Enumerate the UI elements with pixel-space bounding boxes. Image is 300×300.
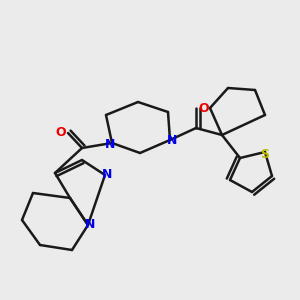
Text: N: N <box>105 137 115 151</box>
Text: S: S <box>260 148 269 160</box>
Text: O: O <box>199 101 209 115</box>
Text: N: N <box>85 218 95 232</box>
Text: N: N <box>102 169 112 182</box>
Text: O: O <box>56 127 66 140</box>
Text: N: N <box>167 134 177 148</box>
